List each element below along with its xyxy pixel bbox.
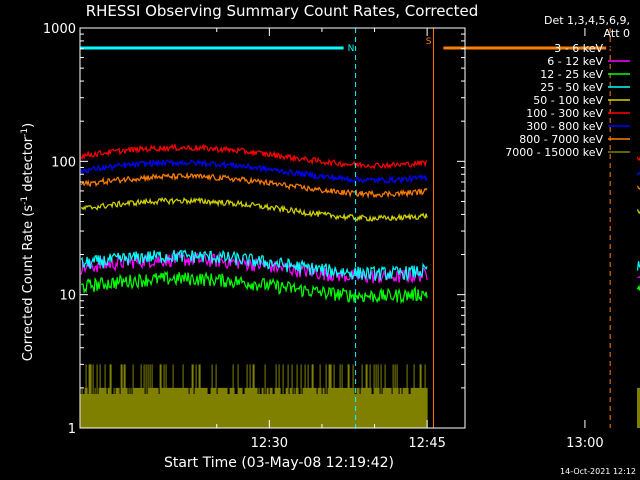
legend-header-2: Att 0 — [604, 27, 630, 40]
x-tick-label-0: 12:30 — [251, 436, 288, 451]
annotation-1-label: S — [426, 37, 432, 47]
legend-label-5: 100 - 300 keV — [526, 107, 603, 120]
series-7-line — [80, 171, 640, 199]
annotation-0-label: N — [348, 44, 355, 54]
legend-label-6: 300 - 800 keV — [526, 120, 603, 133]
legend-item-2: 12 - 25 keV — [540, 68, 630, 81]
y-tick-label-3: 1000 — [43, 22, 76, 37]
x-tick-label-2: 13:00 — [566, 436, 603, 451]
y-tick-label-0: 1 — [68, 422, 76, 437]
series-3-trace — [80, 249, 640, 282]
y-axis-label: Corrected Count Rate (s-1 detector-1) — [20, 123, 36, 361]
y-tick-label-1: 10 — [59, 289, 76, 304]
legend-header-1: Det 1,3,4,5,6,9, — [544, 14, 630, 27]
legend-item-8: 7000 - 15000 keV — [505, 146, 630, 159]
legend-label-8: 7000 - 15000 keV — [505, 146, 603, 159]
series-2-line — [80, 270, 640, 305]
y-tick-label-2: 100 — [51, 155, 76, 170]
legend-item-5: 100 - 300 keV — [526, 107, 630, 120]
legend-item-4: 50 - 100 keV — [533, 94, 630, 107]
series-0-trace — [80, 294, 640, 330]
legend-label-2: 12 - 25 keV — [540, 68, 603, 81]
chart-title: RHESSI Observing Summary Count Rates, Co… — [86, 2, 479, 20]
x-axis-label: Start Time (03-May-08 12:19:42) — [164, 455, 394, 471]
series-3-line — [80, 249, 640, 282]
series-6-trace — [80, 158, 640, 185]
series-0-line — [80, 294, 640, 330]
legend-item-0: 3 - 6 keV — [554, 42, 630, 55]
series-5-line — [80, 143, 640, 170]
annotation-1: S — [426, 28, 611, 428]
series-8-trace — [80, 364, 640, 428]
series-5-trace — [80, 143, 640, 170]
legend-label-1: 6 - 12 keV — [547, 55, 603, 68]
legend-label-7: 800 - 7000 keV — [519, 133, 603, 146]
legend-label-0: 3 - 6 keV — [554, 42, 603, 55]
legend-item-1: 6 - 12 keV — [547, 55, 630, 68]
series-7-trace — [80, 171, 640, 199]
footer-date: 14-Oct-2021 12:12 — [560, 467, 636, 476]
series-2-trace — [80, 270, 640, 305]
series-4-line — [80, 196, 640, 222]
plot-area: NS110100100012:3012:4513:0013:1513:3013:… — [43, 22, 640, 451]
legend-item-3: 25 - 50 keV — [540, 81, 630, 94]
series-8-line — [80, 364, 640, 428]
legend-label-3: 25 - 50 keV — [540, 81, 603, 94]
legend-item-7: 800 - 7000 keV — [519, 133, 630, 146]
legend-label-4: 50 - 100 keV — [533, 94, 603, 107]
series-4-trace — [80, 196, 640, 222]
plot-frame — [79, 27, 466, 429]
x-tick-label-1: 12:45 — [408, 436, 445, 451]
series-6-line — [80, 158, 640, 185]
legend-item-6: 300 - 800 keV — [526, 120, 630, 133]
